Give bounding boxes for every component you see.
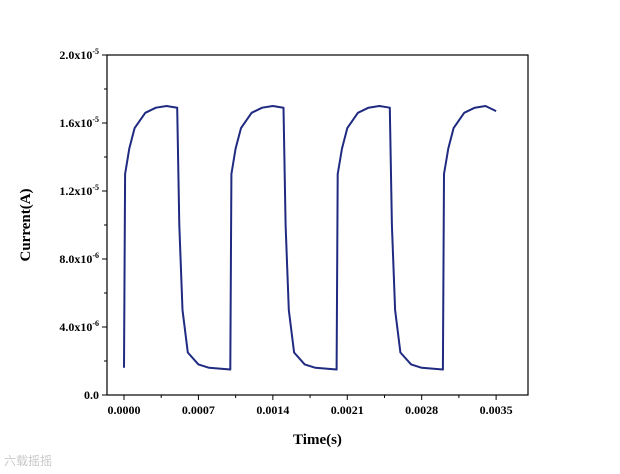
y-tick-label: 1.6x10-5: [59, 115, 99, 130]
x-tick-label: 0.0021: [331, 403, 364, 417]
watermark-text: 六载摇摇: [4, 454, 53, 468]
x-tick-label: 0.0014: [256, 403, 289, 417]
y-tick-label: 4.0x10-6: [59, 319, 99, 334]
x-tick-label: 0.0007: [182, 403, 215, 417]
x-tick-label: 0.0035: [480, 403, 513, 417]
y-tick-label: 1.2x10-5: [59, 183, 99, 198]
y-tick-label: 0.0: [84, 388, 99, 402]
series-line: [123, 105, 497, 371]
x-tick-label: 0.0000: [108, 403, 141, 417]
y-axis-title: Current(A): [18, 188, 34, 261]
y-tick-label: 8.0x10-6: [59, 251, 99, 266]
y-tick-label: 2.0x10-5: [59, 47, 99, 62]
x-tick-label: 0.0028: [405, 403, 438, 417]
x-axis-title: Time(s): [293, 432, 342, 448]
